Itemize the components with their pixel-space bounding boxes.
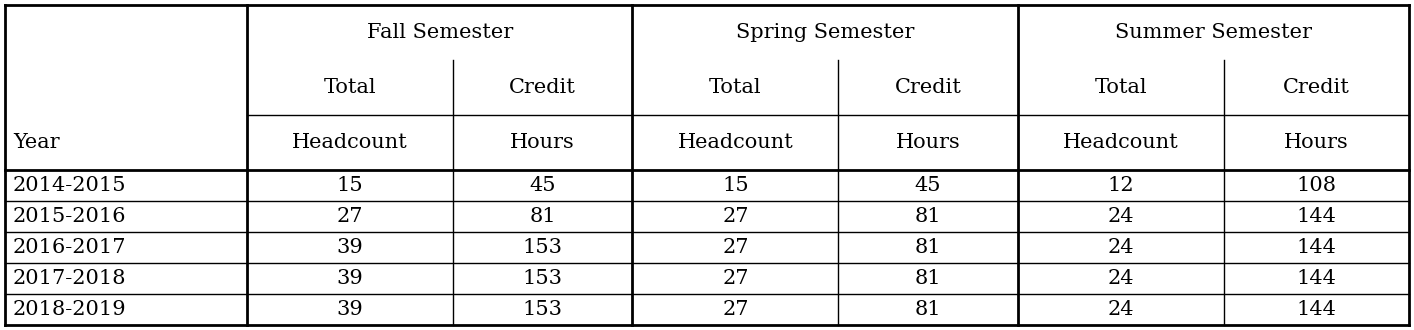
Text: 27: 27: [723, 238, 748, 257]
Text: Spring Semester: Spring Semester: [735, 23, 915, 42]
Text: 144: 144: [1297, 300, 1336, 319]
Text: 27: 27: [723, 207, 748, 226]
Text: 81: 81: [915, 300, 942, 319]
Text: 45: 45: [915, 176, 942, 195]
Text: 2016-2017: 2016-2017: [13, 238, 126, 257]
Text: Credit: Credit: [1282, 78, 1350, 97]
Text: 153: 153: [523, 238, 563, 257]
Text: 153: 153: [523, 269, 563, 288]
Text: Headcount: Headcount: [293, 133, 407, 152]
Text: 24: 24: [1107, 207, 1134, 226]
Text: 144: 144: [1297, 238, 1336, 257]
Text: 81: 81: [915, 238, 942, 257]
Text: 15: 15: [337, 176, 363, 195]
Text: Hours: Hours: [1284, 133, 1349, 152]
Text: Fall Semester: Fall Semester: [366, 23, 513, 42]
Text: 39: 39: [337, 300, 363, 319]
Text: Total: Total: [708, 78, 762, 97]
Text: Year: Year: [13, 133, 59, 152]
Text: Headcount: Headcount: [1063, 133, 1179, 152]
Text: 45: 45: [529, 176, 556, 195]
Text: 27: 27: [337, 207, 363, 226]
Text: 12: 12: [1107, 176, 1134, 195]
Text: 27: 27: [723, 300, 748, 319]
Text: Credit: Credit: [509, 78, 575, 97]
Text: 27: 27: [723, 269, 748, 288]
Text: 144: 144: [1297, 269, 1336, 288]
Text: Headcount: Headcount: [677, 133, 793, 152]
Text: Hours: Hours: [510, 133, 575, 152]
Text: 81: 81: [529, 207, 556, 226]
Text: 24: 24: [1107, 269, 1134, 288]
Text: 81: 81: [915, 207, 942, 226]
Text: 2017-2018: 2017-2018: [13, 269, 126, 288]
Text: 153: 153: [523, 300, 563, 319]
Text: Credit: Credit: [895, 78, 962, 97]
Text: Total: Total: [324, 78, 376, 97]
Text: Total: Total: [1094, 78, 1147, 97]
Text: 108: 108: [1297, 176, 1336, 195]
Text: 2018-2019: 2018-2019: [13, 300, 127, 319]
Text: 39: 39: [337, 238, 363, 257]
Text: 24: 24: [1107, 238, 1134, 257]
Text: 2015-2016: 2015-2016: [13, 207, 126, 226]
Text: Hours: Hours: [895, 133, 960, 152]
Text: 2014-2015: 2014-2015: [13, 176, 126, 195]
Text: 24: 24: [1107, 300, 1134, 319]
Text: 81: 81: [915, 269, 942, 288]
Text: 144: 144: [1297, 207, 1336, 226]
Text: 15: 15: [723, 176, 748, 195]
Text: 39: 39: [337, 269, 363, 288]
Text: Summer Semester: Summer Semester: [1114, 23, 1312, 42]
